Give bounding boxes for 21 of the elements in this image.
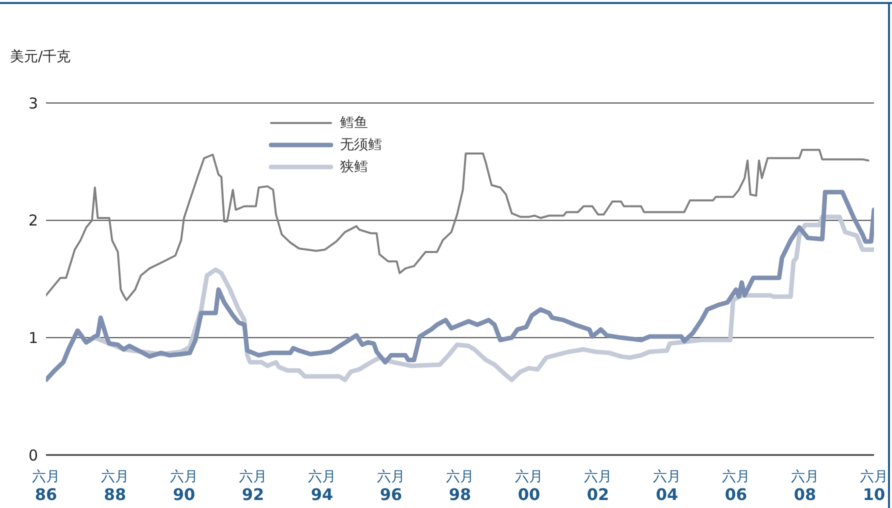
y-tick-label: 3: [28, 94, 38, 112]
x-tick-label: 六月 00: [515, 469, 543, 504]
y-tick-label: 1: [28, 328, 38, 347]
x-tick-label: 六月 86: [32, 469, 60, 504]
y-axis-title: 美元/千克: [10, 48, 71, 66]
x-tick-label: 六月 90: [170, 469, 198, 504]
x-tick-label: 六月 04: [653, 469, 681, 504]
x-tick-label: 六月 96: [377, 469, 405, 504]
legend-label: 狭鳕: [340, 158, 368, 176]
legend-label: 无须鳕: [340, 136, 382, 154]
y-tick-label: 2: [28, 212, 38, 230]
x-tick-label: 六月 02: [584, 469, 612, 504]
x-tick-label: 六月 06: [722, 469, 750, 504]
x-tick-label: 六月 92: [239, 469, 267, 504]
y-tick-label: 0: [28, 446, 38, 464]
x-tick-label: 六月 10: [860, 469, 888, 504]
x-tick-label: 六月 98: [446, 469, 474, 504]
x-tick-label: 六月 94: [308, 469, 336, 504]
x-tick-label: 六月 88: [101, 469, 129, 504]
x-tick-label: 六月 08: [791, 469, 819, 504]
legend-label: 鳕鱼: [340, 114, 368, 132]
